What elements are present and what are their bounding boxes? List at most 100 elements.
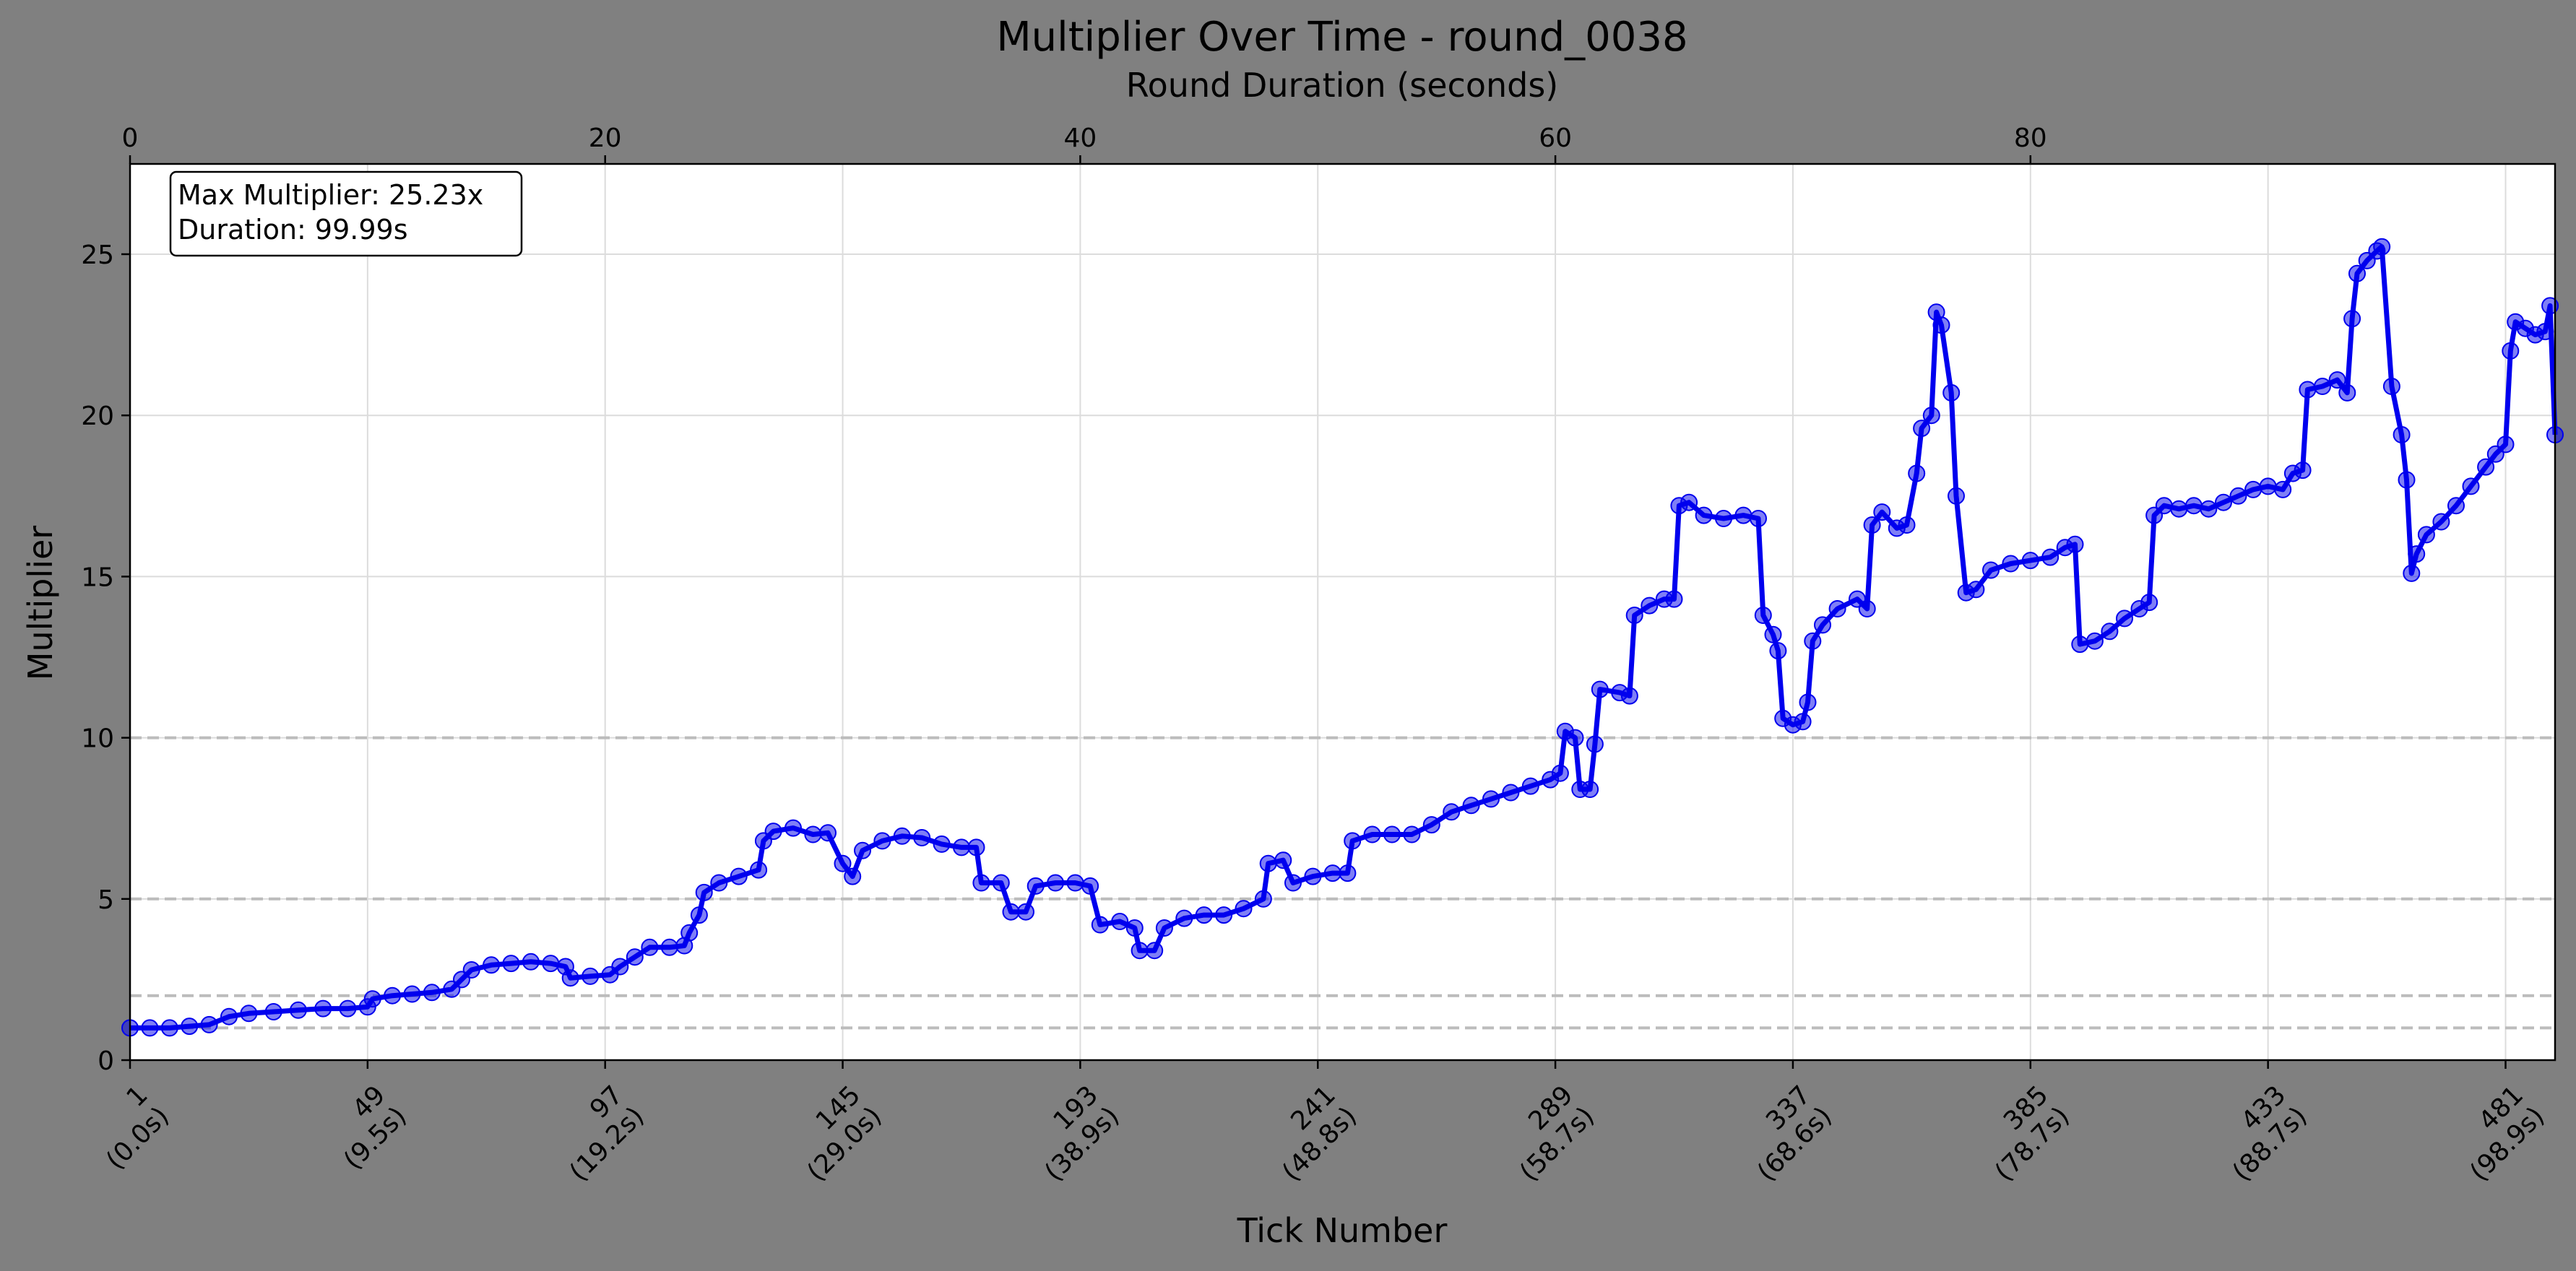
data-point xyxy=(160,1019,178,1037)
data-point xyxy=(220,1007,238,1025)
data-point xyxy=(1363,825,1381,843)
data-point xyxy=(2140,594,2158,612)
data-point xyxy=(1764,625,1782,643)
data-point xyxy=(1091,916,1109,934)
data-point xyxy=(1794,713,1812,731)
data-point xyxy=(314,999,332,1018)
data-point xyxy=(1195,906,1213,924)
data-point xyxy=(893,827,911,845)
data-point xyxy=(1734,506,1752,524)
data-point xyxy=(1913,420,1931,438)
data-point xyxy=(1403,825,1421,843)
data-point xyxy=(2373,238,2391,256)
data-point xyxy=(2002,555,2020,573)
data-point xyxy=(2497,435,2515,454)
data-point xyxy=(933,835,951,853)
top-x-axis-title: Round Duration (seconds) xyxy=(1126,66,1559,105)
data-point xyxy=(1641,597,1659,615)
x-tick-label: 1(0.0s) xyxy=(79,1080,175,1176)
data-point xyxy=(1002,903,1020,921)
data-point xyxy=(423,984,441,1002)
plot-border xyxy=(129,162,2556,1062)
data-point xyxy=(1932,316,1950,334)
data-point xyxy=(542,955,560,973)
data-point xyxy=(2417,526,2435,544)
data-point xyxy=(2299,381,2317,399)
data-point xyxy=(819,824,837,842)
data-point xyxy=(2447,497,2465,515)
data-point xyxy=(1754,607,1772,624)
x-tick-label: 145(29.0s) xyxy=(780,1080,887,1187)
data-point xyxy=(1254,890,1272,908)
data-point xyxy=(1047,874,1065,892)
data-point xyxy=(2170,500,2188,518)
data-point xyxy=(2155,497,2173,515)
data-point xyxy=(1863,516,1881,534)
data-point xyxy=(1081,877,1099,895)
data-point xyxy=(240,1005,258,1023)
x-tick-label: 241(48.8s) xyxy=(1255,1080,1362,1187)
data-point xyxy=(1804,632,1822,650)
top-x-tick-label: 20 xyxy=(589,123,622,153)
top-x-tick-label: 0 xyxy=(122,123,139,153)
data-point xyxy=(730,867,748,885)
x-tick-label: 337(68.6s) xyxy=(1731,1080,1838,1187)
info-box: Max Multiplier: 25.23x Duration: 99.99s xyxy=(169,170,523,257)
data-point xyxy=(1982,561,2000,579)
data-point xyxy=(1814,616,1831,634)
data-point xyxy=(2338,383,2356,402)
data-point xyxy=(2066,535,2084,553)
data-point xyxy=(289,1001,307,1019)
data-point xyxy=(1858,600,1876,617)
data-point xyxy=(992,874,1010,892)
data-point xyxy=(750,861,768,879)
data-point xyxy=(1066,874,1084,892)
data-point xyxy=(1323,864,1341,882)
data-point xyxy=(483,956,501,974)
x-tick-label: 49(9.5s) xyxy=(317,1080,412,1176)
data-point xyxy=(2274,480,2292,498)
data-point xyxy=(1591,680,1609,698)
top-x-tick-label: 80 xyxy=(2014,123,2047,153)
data-point xyxy=(2541,297,2559,315)
data-point xyxy=(384,986,402,1005)
data-point xyxy=(1715,510,1732,527)
data-point xyxy=(2432,513,2450,531)
data-point xyxy=(462,961,480,979)
y-tick-label: 10 xyxy=(81,724,114,754)
info-box-frame xyxy=(169,170,523,257)
data-point xyxy=(1620,687,1638,705)
data-point xyxy=(695,883,713,901)
data-point xyxy=(1769,642,1787,660)
data-point xyxy=(913,829,931,846)
data-point xyxy=(834,854,852,872)
data-point xyxy=(2343,310,2361,328)
series-line xyxy=(121,238,2564,1037)
data-point xyxy=(1383,825,1401,843)
data-point xyxy=(2348,264,2366,282)
data-point xyxy=(2536,323,2554,341)
data-point xyxy=(1680,493,1698,511)
data-point xyxy=(680,924,699,942)
top-x-axis-ticks: 0 20 40 60 80 xyxy=(122,123,2047,164)
data-point xyxy=(1799,693,1817,711)
data-point xyxy=(1948,487,1965,505)
data-point xyxy=(611,958,629,976)
data-point xyxy=(264,1003,282,1020)
y-tick-label: 25 xyxy=(81,240,114,270)
data-point xyxy=(1462,797,1480,815)
data-point xyxy=(1304,867,1322,885)
x-axis-title: Tick Number xyxy=(1237,1211,1448,1250)
top-x-tick-label: 40 xyxy=(1063,123,1097,153)
data-point xyxy=(1695,506,1713,524)
y-axis-title: Multiplier xyxy=(21,526,60,681)
y-tick-label: 5 xyxy=(98,885,114,915)
data-point xyxy=(2021,552,2039,570)
data-point xyxy=(785,819,802,837)
data-point xyxy=(1259,854,1277,872)
data-point xyxy=(1898,516,1916,534)
data-point xyxy=(2403,564,2421,582)
data-point xyxy=(1551,764,1569,782)
data-point xyxy=(1155,919,1173,937)
data-point xyxy=(2314,378,2331,395)
